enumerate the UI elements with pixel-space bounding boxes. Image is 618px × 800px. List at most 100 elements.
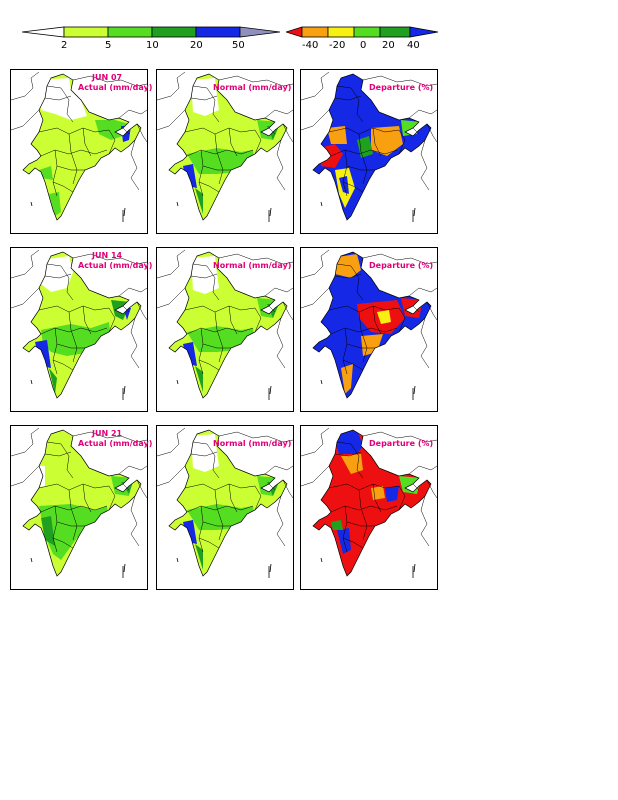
island-mark xyxy=(123,563,126,573)
border-line xyxy=(198,359,220,371)
border-line xyxy=(11,71,40,101)
border-line xyxy=(122,483,130,491)
border-line xyxy=(301,109,330,131)
border-line xyxy=(198,505,204,553)
border-line xyxy=(346,165,375,171)
rainfall-region xyxy=(49,368,57,394)
island-mark xyxy=(413,385,416,395)
border-line xyxy=(11,427,40,457)
india-map xyxy=(301,71,437,222)
border-line xyxy=(336,441,364,479)
date-label: JUN 14 xyxy=(92,251,123,260)
border-line xyxy=(254,485,262,511)
border-line xyxy=(282,301,293,321)
border-line xyxy=(328,127,400,135)
border-line xyxy=(56,521,85,527)
border-line xyxy=(72,431,147,443)
rainfall-region xyxy=(35,340,51,368)
normal-label: Normal (mm/day) xyxy=(213,83,292,92)
rainfall-region xyxy=(39,78,87,120)
border-line xyxy=(276,139,286,191)
border-line xyxy=(336,263,364,301)
rainfall-region xyxy=(41,256,73,292)
border-line xyxy=(342,537,364,549)
border-line xyxy=(426,301,437,321)
border-line xyxy=(108,129,116,155)
border-line xyxy=(130,495,140,547)
rainfall-region xyxy=(371,486,385,500)
rainfall-region xyxy=(191,434,219,472)
border-line xyxy=(56,343,85,349)
border-line xyxy=(202,521,231,527)
border-line xyxy=(398,307,406,333)
border-line xyxy=(82,127,92,157)
border-line xyxy=(264,109,293,119)
map-panel-actual xyxy=(10,69,148,234)
actual-tick: 5 xyxy=(105,40,112,51)
border-line xyxy=(52,537,74,549)
border-line xyxy=(46,85,74,123)
border-line xyxy=(264,465,293,475)
rainfall-region xyxy=(23,252,141,398)
island-mark xyxy=(413,207,416,217)
border-line xyxy=(398,129,406,155)
border-line xyxy=(301,465,330,487)
border-line xyxy=(264,287,293,297)
border-line xyxy=(372,127,382,157)
border-line xyxy=(398,485,406,511)
departure-colorbar xyxy=(286,26,439,38)
border-line xyxy=(372,483,382,513)
border-line xyxy=(358,311,368,363)
island-mark xyxy=(176,557,179,563)
border-line xyxy=(136,301,147,321)
border-line xyxy=(40,505,108,513)
border-line xyxy=(346,343,375,349)
border-line xyxy=(228,483,238,513)
island-mark xyxy=(30,201,33,207)
india-map xyxy=(301,249,437,400)
actual-label: Actual (mm/day) xyxy=(78,83,153,92)
border-line xyxy=(268,127,276,135)
border-line xyxy=(122,305,130,313)
map-panel-departure xyxy=(300,425,438,590)
border-line xyxy=(362,253,437,265)
rainfall-region xyxy=(327,126,347,144)
border-line xyxy=(412,127,420,135)
border-line xyxy=(192,263,220,301)
border-line xyxy=(184,127,256,135)
map-panel-normal xyxy=(156,247,294,412)
departure-tick: 0 xyxy=(360,40,367,51)
border-line xyxy=(328,305,400,313)
border-line xyxy=(228,127,238,157)
border-line xyxy=(68,311,78,363)
rainfall-region xyxy=(49,192,61,216)
border-line xyxy=(184,483,256,491)
border-line xyxy=(342,149,348,197)
border-line xyxy=(108,307,116,333)
border-line xyxy=(11,465,40,487)
departure-label: Departure (%) xyxy=(369,439,434,448)
border-line xyxy=(301,287,330,309)
india-map xyxy=(301,427,437,578)
border-line xyxy=(330,327,398,335)
border-line xyxy=(68,489,78,541)
border-line xyxy=(342,505,348,553)
border-line xyxy=(192,441,220,479)
border-line xyxy=(420,139,430,191)
border-line xyxy=(136,479,147,499)
india-map xyxy=(157,71,293,222)
border-line xyxy=(82,305,92,335)
border-line xyxy=(420,495,430,547)
island-mark xyxy=(320,379,323,385)
border-line xyxy=(362,431,437,443)
island-mark xyxy=(123,385,126,395)
rainfall-region xyxy=(385,486,399,502)
border-line xyxy=(254,129,262,155)
rainfall-region xyxy=(23,74,141,220)
border-line xyxy=(408,287,437,297)
border-line xyxy=(11,287,40,309)
rainfall-region xyxy=(169,252,287,398)
border-line xyxy=(130,317,140,369)
border-line xyxy=(11,109,40,131)
border-line xyxy=(52,181,74,193)
